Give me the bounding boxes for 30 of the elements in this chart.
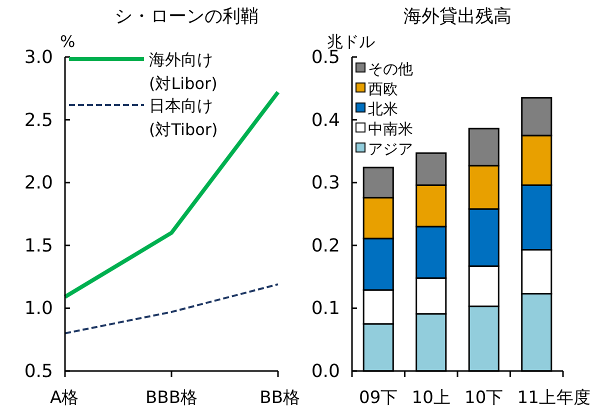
legend-label: 海外向け (対Libor) [149, 50, 218, 93]
y-tick-label: 0.2 [311, 235, 340, 256]
x-axis-title: 年度 [556, 388, 591, 408]
chart-title: 海外貸出残高 [404, 6, 512, 27]
y-axis-title: % [60, 32, 76, 51]
y-tick-label: 0.3 [311, 172, 340, 194]
legend-label: 西欧 [368, 80, 398, 98]
x-tick-label: 10上 [412, 388, 450, 408]
y-tick-label: 1.0 [24, 298, 53, 320]
legend-label: 日本向け (対Tibor) [149, 96, 218, 139]
chart-title: シ・ローンの利鞘 [114, 6, 258, 27]
y-axis-title: 兆ドル [327, 32, 375, 51]
y-tick-label: 0.5 [24, 361, 53, 382]
y-tick-label: 0.1 [311, 298, 340, 320]
legend-label: アジア [368, 140, 413, 158]
legend-label: 北米 [368, 100, 398, 118]
x-tick-label: BBB格 [146, 388, 198, 408]
y-tick-label: 1.5 [24, 235, 53, 256]
y-tick-label: 0.0 [311, 361, 340, 382]
x-tick-label: BB格 [260, 388, 300, 408]
x-tick-label: A格 [50, 388, 79, 408]
x-tick-label: 09下 [359, 388, 398, 408]
y-tick-label: 2.5 [24, 110, 53, 131]
x-tick-label: 10下 [464, 388, 504, 408]
legend-label: 中南米 [368, 120, 413, 138]
y-tick-label: 2.0 [24, 172, 53, 194]
y-tick-label: 3.0 [24, 47, 53, 68]
legend-label: その他 [368, 60, 413, 78]
y-tick-label: 0.4 [311, 110, 340, 131]
x-tick-label: 11上 [517, 388, 556, 408]
